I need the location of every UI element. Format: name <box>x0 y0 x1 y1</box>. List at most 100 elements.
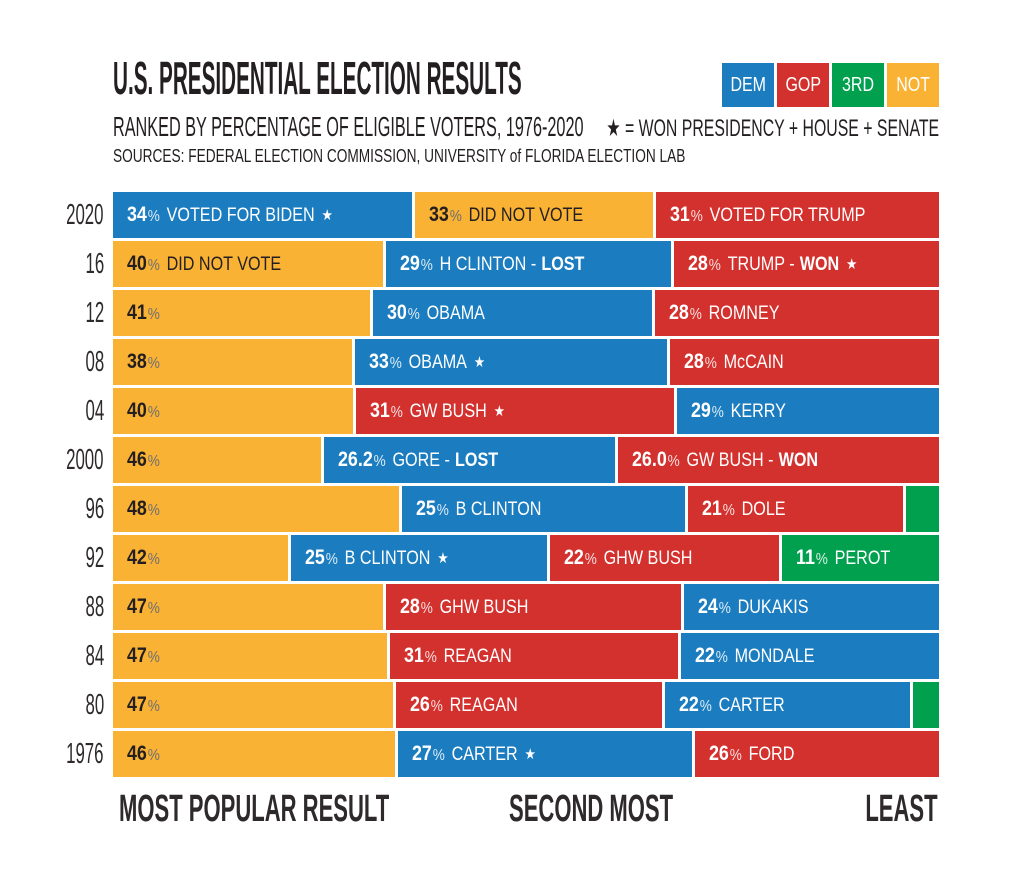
bar-segment-dem: 33% OBAMA ★ <box>354 339 668 385</box>
bar-segment-label: 38% <box>127 350 160 373</box>
bar-segment-gop: 26% FORD <box>695 731 939 777</box>
bar-segment-not: 40% <box>113 388 354 434</box>
bar-segment-dem: 25% B CLINTON ★ <box>290 535 547 581</box>
chart-row: 2000 46% 26.2% GORE - LOST 26.0% GW BUSH - WON <box>0 437 939 483</box>
bar-segment-label: 26.2% GORE - LOST <box>338 448 499 471</box>
legend-swatch-not: NOT <box>887 63 939 107</box>
bar-segment-dem: 22% CARTER <box>665 682 910 728</box>
row-bar: 38% 33% OBAMA ★ 28% McCAIN <box>113 339 939 385</box>
row-year-label: 92 <box>85 541 104 574</box>
row-year-label: 12 <box>85 296 104 329</box>
bar-segment-label: 46% <box>127 742 160 765</box>
bar-segment-gop: 21% DOLE <box>688 486 903 532</box>
bar-segment-label: 27% CARTER ★ <box>411 742 536 765</box>
bar-segment-label: 25% B CLINTON <box>415 497 542 520</box>
bar-segment-label: 31% GW BUSH ★ <box>370 399 506 422</box>
row-bar: 47% 31% REAGAN 22% MONDALE <box>113 633 939 679</box>
row-year-label: 04 <box>85 394 104 427</box>
row-bar: 40% DID NOT VOTE 29% H CLINTON - LOST 28% TRUM… <box>113 241 940 287</box>
legend-swatch-gop: GOP <box>777 63 829 107</box>
row-bar: 47% 28% GHW BUSH 24% DUKAKIS <box>113 584 940 630</box>
bar-segment-label: 25% B CLINTON ★ <box>304 546 449 569</box>
chart-row: 1976 46% 27% CARTER ★ 26% FORD <box>0 731 939 777</box>
bar-segment-label: 11% PEROT <box>796 546 891 569</box>
bar-segment-label: 30% OBAMA <box>387 301 486 324</box>
bar-segment-gop: 22% GHW BUSH <box>549 535 780 581</box>
bar-segment-3rd: 11% PEROT <box>782 535 939 581</box>
bar-segment-gop: 28% GHW BUSH <box>386 584 681 630</box>
chart-row: 2020 34% VOTED FOR BIDEN ★ 33% DID NOT VOTE 31… <box>0 192 939 238</box>
bar-segment-label: 26.0% GW BUSH - WON <box>632 448 819 471</box>
axis-label-second-most: SECOND MOST <box>509 788 674 830</box>
row-bar: 42% 25% B CLINTON ★ 22% GHW BUSH 11% PEROT <box>113 535 939 581</box>
bar-segment-label: 24% DUKAKIS <box>697 595 809 618</box>
row-year-label: 2000 <box>66 443 104 476</box>
bar-segment-dem: 24% DUKAKIS <box>683 584 940 630</box>
bar-segment-label: 40% <box>127 399 160 422</box>
bar-segment-not: 47% <box>113 633 388 679</box>
row-year-label: 2020 <box>66 198 104 231</box>
bar-segment-dem: 29% KERRY <box>677 388 939 434</box>
row-year-label: 08 <box>85 345 104 378</box>
chart-row: 08 38% 33% OBAMA ★ 28% McCAIN <box>0 339 939 385</box>
chart-row: 84 47% 31% REAGAN 22% MONDALE <box>0 633 939 679</box>
bar-segment-gop: 28% TRUMP - WON ★ <box>673 241 940 287</box>
chart-row: 88 47% 28% GHW BUSH 24% DUKAKIS <box>0 584 940 630</box>
bar-segment-dem: 34% VOTED FOR BIDEN ★ <box>113 192 413 238</box>
chart-row: 80 47% 26% REAGAN 22% CARTER <box>0 682 939 728</box>
bar-segment-not: 47% <box>113 584 384 630</box>
bar-segment-not: 40% DID NOT VOTE <box>113 241 383 287</box>
row-bar: 46% 26.2% GORE - LOST 26.0% GW BUSH - WON <box>113 437 939 483</box>
legend: DEM GOP 3RD NOT <box>722 63 939 107</box>
bar-segment-label: 28% ROMNEY <box>669 301 780 324</box>
bar-segment-gop: 26% REAGAN <box>395 682 663 728</box>
legend-swatch-dem: DEM <box>722 63 774 107</box>
bar-segment-not: 38% <box>113 339 352 385</box>
star-icon: ★ <box>473 354 486 371</box>
bar-segment-not: 47% <box>113 682 393 728</box>
header: U.S. PRESIDENTIAL ELECTION RESULTS RANKE… <box>113 54 1021 166</box>
row-year-label: 16 <box>85 247 104 280</box>
bar-segment-dem: 29% H CLINTON - LOST <box>385 241 671 287</box>
row-bar: 34% VOTED FOR BIDEN ★ 33% DID NOT VOTE 31% VOT… <box>113 192 939 238</box>
bar-segment-label: 47% <box>127 644 160 667</box>
bar-segment-gop: 31% VOTED FOR TRUMP <box>655 192 939 238</box>
bar-segment-not: 42% <box>113 535 288 581</box>
page-subtitle: RANKED BY PERCENTAGE OF ELIGIBLE VOTERS,… <box>113 111 584 142</box>
chart-rows: 2020 34% VOTED FOR BIDEN ★ 33% DID NOT VOTE 31… <box>0 192 940 777</box>
chart-row: 04 40% 31% GW BUSH ★ 29% KERRY <box>0 388 939 434</box>
bar-segment-label: 47% <box>127 595 160 618</box>
axis-label-least: LEAST <box>865 788 938 830</box>
chart-row: 92 42% 25% B CLINTON ★ 22% GHW BUSH 11% PEROT <box>0 535 939 581</box>
bar-segment-label: 31% REAGAN <box>404 644 513 667</box>
bar-segment-label: 28% GHW BUSH <box>400 595 529 618</box>
bar-segment-dem: 27% CARTER ★ <box>397 731 693 777</box>
bar-segment-label: 26% FORD <box>709 742 795 765</box>
chart-row: 16 40% DID NOT VOTE 29% H CLINTON - LOST 28% TR… <box>0 241 940 287</box>
bar-segment-not: 46% <box>113 731 395 777</box>
bar-segment-label: 33% OBAMA ★ <box>368 350 486 373</box>
bar-segment-label: 21% DOLE <box>702 497 786 520</box>
star-icon: ★ <box>524 746 536 763</box>
bar-segment-3rd <box>905 486 939 532</box>
chart-row: 12 41% 30% OBAMA 28% ROMNEY <box>0 290 939 336</box>
bar-segment-not: 41% <box>113 290 371 336</box>
row-year-label: 88 <box>85 590 104 623</box>
row-bar: 47% 26% REAGAN 22% CARTER <box>113 682 939 728</box>
bar-segment-label: 41% <box>127 301 160 324</box>
bar-segment-gop: 31% GW BUSH ★ <box>356 388 675 434</box>
bar-segment-label: 48% <box>127 497 160 520</box>
bar-segment-dem: 22% MONDALE <box>680 633 939 679</box>
page-title: U.S. PRESIDENTIAL ELECTION RESULTS <box>113 52 522 104</box>
row-year-label: 96 <box>85 492 104 525</box>
row-bar: 40% 31% GW BUSH ★ 29% KERRY <box>113 388 939 434</box>
bar-segment-label: 34% VOTED FOR BIDEN ★ <box>127 203 333 226</box>
chart-row: 96 48% 25% B CLINTON 21% DOLE <box>0 486 939 532</box>
bar-segment-label: 33% DID NOT VOTE <box>429 203 584 226</box>
bar-segment-gop: 28% ROMNEY <box>655 290 939 336</box>
bar-segment-not: 46% <box>113 437 322 483</box>
bar-segment-dem: 26.2% GORE - LOST <box>324 437 616 483</box>
row-year-label: 1976 <box>66 737 104 770</box>
bar-segment-gop: 28% McCAIN <box>670 339 939 385</box>
bar-segment-label: 22% CARTER <box>679 693 785 716</box>
